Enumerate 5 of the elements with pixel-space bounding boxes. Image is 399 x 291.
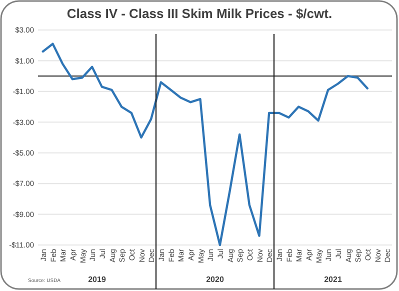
line-series xyxy=(42,42,369,246)
chart-title: Class IV - Class III Skim Milk Prices - $/cwt. xyxy=(66,6,332,21)
text: 2021 xyxy=(324,275,342,284)
text: 2019 xyxy=(88,275,106,284)
text: 2020 xyxy=(206,275,224,284)
